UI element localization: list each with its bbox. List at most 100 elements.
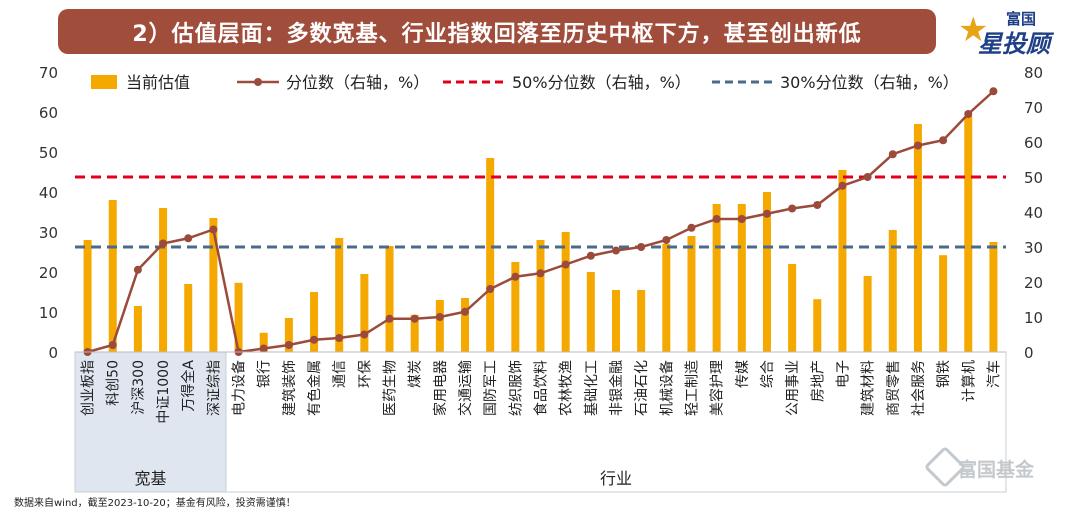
y-right-tick: 0 bbox=[1024, 344, 1034, 362]
percentile-point-34 bbox=[939, 136, 948, 145]
category-label-9: 有色金属 bbox=[306, 360, 323, 416]
percentile-point-1 bbox=[108, 341, 117, 349]
category-label-25: 美容护理 bbox=[709, 360, 726, 416]
bar-22 bbox=[637, 290, 646, 352]
category-label-11: 环保 bbox=[357, 360, 373, 388]
bar-20 bbox=[586, 272, 595, 352]
bar-9 bbox=[310, 292, 319, 352]
y-right-tick: 10 bbox=[1024, 309, 1043, 327]
category-label-13: 煤炭 bbox=[408, 360, 424, 388]
percentile-point-19 bbox=[561, 260, 570, 269]
category-label-15: 交通运输 bbox=[457, 360, 474, 416]
percentile-point-28 bbox=[788, 204, 797, 213]
group-label-0: 宽基 bbox=[134, 469, 166, 488]
percentile-point-24 bbox=[687, 223, 696, 232]
legend-label-ref50: 50%分位数（右轴，%） bbox=[512, 73, 691, 92]
category-label-17: 纺织服饰 bbox=[508, 360, 524, 416]
percentile-point-2 bbox=[133, 265, 142, 274]
percentile-point-18 bbox=[536, 269, 545, 278]
bar-16 bbox=[486, 158, 495, 352]
bar-30 bbox=[838, 170, 847, 352]
category-label-14: 家用电器 bbox=[432, 360, 449, 416]
bar-11 bbox=[360, 274, 369, 352]
percentile-point-8 bbox=[284, 341, 293, 349]
category-label-33: 社会服务 bbox=[911, 360, 927, 416]
bar-10 bbox=[335, 238, 344, 352]
bar-13 bbox=[410, 314, 419, 352]
percentile-point-23 bbox=[662, 236, 671, 244]
bar-26 bbox=[737, 204, 746, 352]
bar-18 bbox=[536, 240, 545, 352]
category-label-27: 综合 bbox=[760, 360, 776, 388]
percentile-point-16 bbox=[486, 285, 495, 293]
category-label-2: 沪深300 bbox=[131, 360, 147, 415]
bar-5 bbox=[209, 218, 218, 352]
y-right-tick: 50 bbox=[1024, 169, 1043, 187]
percentile-point-11 bbox=[360, 330, 369, 339]
y-left-tick: 60 bbox=[39, 104, 58, 122]
y-left-tick: 30 bbox=[39, 224, 58, 242]
category-label-34: 钢铁 bbox=[936, 360, 952, 388]
percentile-point-9 bbox=[310, 335, 319, 344]
y-right-tick: 60 bbox=[1024, 134, 1043, 152]
category-label-20: 基础化工 bbox=[583, 360, 600, 416]
bar-12 bbox=[385, 246, 394, 352]
legend-label-line: 分位数（右轴，%） bbox=[286, 73, 429, 92]
category-label-23: 机械设备 bbox=[658, 360, 675, 416]
bar-1 bbox=[108, 200, 117, 352]
legend-swatch-bar bbox=[91, 75, 117, 89]
footnote: 数据来自wind，截至2023-10-20；基金有风险，投资需谨慎！ bbox=[14, 498, 296, 509]
y-right-tick: 80 bbox=[1024, 64, 1043, 82]
y-left-tick: 70 bbox=[39, 64, 58, 82]
bar-33 bbox=[913, 124, 922, 352]
bar-24 bbox=[687, 236, 696, 352]
category-label-16: 国防军工 bbox=[483, 360, 499, 416]
bar-21 bbox=[611, 290, 620, 352]
percentile-point-3 bbox=[159, 239, 168, 248]
y-left-tick: 50 bbox=[39, 144, 58, 162]
percentile-point-30 bbox=[838, 181, 847, 190]
category-label-19: 农林牧渔 bbox=[559, 360, 575, 416]
star-icon: ★ bbox=[958, 10, 989, 50]
percentile-point-14 bbox=[435, 313, 444, 321]
watermark: 富国基金 bbox=[958, 459, 1035, 481]
percentile-point-35 bbox=[964, 110, 973, 118]
y-right-tick: 30 bbox=[1024, 239, 1043, 257]
category-label-5: 深证综指 bbox=[206, 360, 222, 416]
bar-23 bbox=[662, 244, 671, 352]
category-label-22: 石油石化 bbox=[634, 360, 650, 416]
y-left-tick: 40 bbox=[39, 184, 58, 202]
brand-logo: ★ 富国 星投顾 bbox=[958, 6, 1076, 58]
category-label-0: 创业板指 bbox=[81, 360, 97, 416]
percentile-point-33 bbox=[913, 141, 922, 150]
percentile-point-13 bbox=[410, 314, 419, 323]
percentile-point-21 bbox=[611, 246, 620, 255]
bar-7 bbox=[259, 332, 268, 352]
category-label-32: 商贸零售 bbox=[886, 360, 902, 416]
group-label-1: 行业 bbox=[600, 469, 632, 488]
category-label-18: 食品饮料 bbox=[533, 360, 550, 416]
bar-31 bbox=[863, 276, 872, 352]
bar-4 bbox=[184, 284, 193, 352]
legend-label-ref30: 30%分位数（右轴，%） bbox=[780, 73, 959, 92]
y-right-tick: 40 bbox=[1024, 204, 1043, 222]
category-label-10: 通信 bbox=[332, 360, 348, 388]
percentile-point-31 bbox=[863, 173, 872, 181]
percentile-point-22 bbox=[637, 243, 646, 251]
bar-25 bbox=[712, 204, 721, 352]
category-label-6: 电力设备 bbox=[231, 360, 248, 416]
logo-main-text: 星投顾 bbox=[978, 30, 1050, 58]
bar-29 bbox=[813, 299, 822, 352]
category-label-8: 建筑装饰 bbox=[282, 360, 298, 416]
percentile-point-10 bbox=[335, 334, 344, 342]
category-label-36: 汽车 bbox=[985, 360, 1002, 388]
percentile-point-27 bbox=[762, 209, 771, 218]
percentile-point-29 bbox=[813, 201, 822, 209]
bar-17 bbox=[511, 262, 520, 352]
category-label-28: 公用事业 bbox=[785, 360, 801, 416]
y-left-tick: 10 bbox=[39, 304, 58, 322]
category-label-31: 建筑材料 bbox=[861, 360, 877, 416]
bar-0 bbox=[83, 240, 92, 352]
y-right-tick: 20 bbox=[1024, 274, 1043, 292]
percentile-point-4 bbox=[184, 234, 193, 243]
